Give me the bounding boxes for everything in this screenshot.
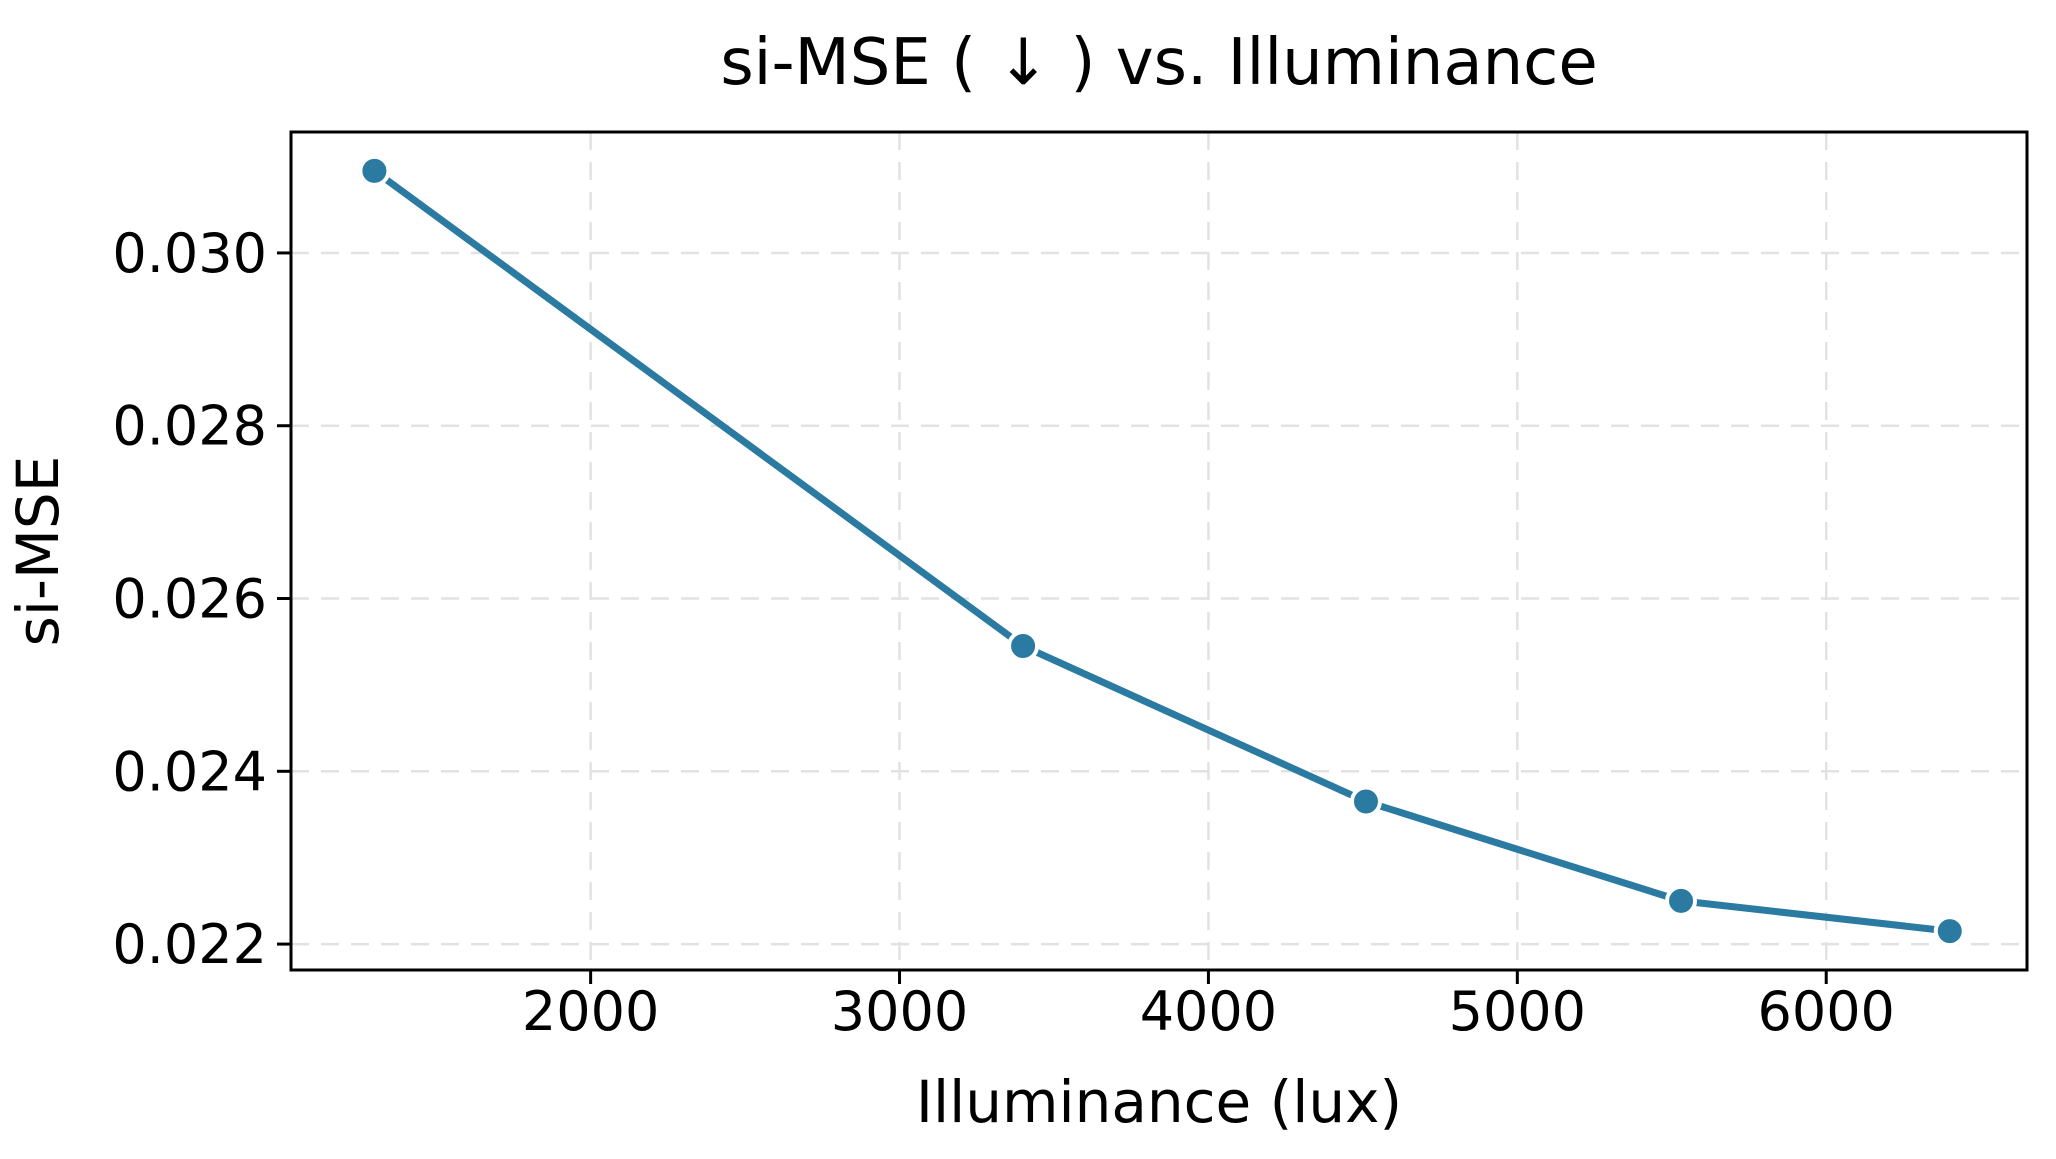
y-tick-label: 0.024 (112, 740, 267, 803)
y-tick-labels: 0.022 0.024 0.026 0.028 0.030 (112, 222, 267, 976)
plot-area (291, 132, 2027, 970)
y-tick-label: 0.030 (112, 222, 267, 285)
data-point-marker (1349, 785, 1382, 818)
data-series (358, 154, 1966, 948)
y-tick-label: 0.022 (112, 913, 267, 976)
chart-title: si-MSE ( ↓ ) vs. Illuminance (720, 26, 1597, 100)
x-tick-labels: 2000 3000 4000 5000 6000 (522, 980, 1895, 1043)
y-axis-label: si-MSE (4, 456, 72, 647)
axes-spines (289, 130, 2029, 972)
tick-marks (277, 251, 1828, 984)
x-tick-label: 3000 (831, 980, 968, 1043)
data-point-marker (1933, 915, 1966, 948)
data-point-marker (1665, 884, 1698, 917)
y-tick-label: 0.026 (112, 568, 267, 631)
x-tick-label: 5000 (1449, 980, 1586, 1043)
x-tick-label: 2000 (522, 980, 659, 1043)
data-point-marker (358, 154, 391, 187)
x-tick-label: 6000 (1757, 980, 1894, 1043)
data-point-marker (1007, 630, 1040, 663)
y-tick-label: 0.028 (112, 395, 267, 458)
x-tick-label: 4000 (1140, 980, 1277, 1043)
x-axis-label: Illuminance (lux) (916, 1068, 1402, 1136)
gridlines (291, 132, 2027, 970)
